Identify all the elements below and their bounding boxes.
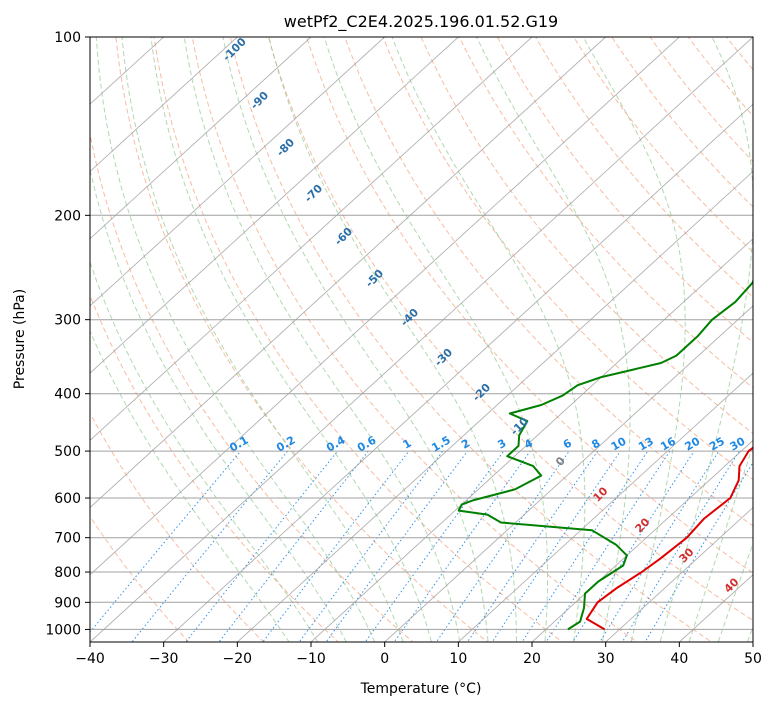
- x-tick-label: −30: [149, 651, 179, 667]
- x-tick-label: 20: [523, 651, 541, 667]
- moist-adiabat-line: [121, 37, 404, 642]
- moist-adiabat-line: [90, 329, 290, 642]
- moist-adiabat-line: [323, 37, 548, 642]
- y-tick-label: 300: [54, 313, 81, 329]
- isotherm-line: [90, 37, 681, 576]
- y-tick-label: 400: [54, 387, 81, 403]
- moist-adiabat-line: [150, 37, 432, 642]
- dry-adiabat-line: [420, 37, 753, 435]
- profile-series: [457, 278, 753, 631]
- moist-adiabat-line: [90, 260, 319, 642]
- chart-title: wetPf2_C2E4.2025.196.01.52.G19: [284, 12, 558, 32]
- x-tick-label: 50: [744, 651, 762, 667]
- isotherm-line: [90, 37, 312, 240]
- isotherm-line: [383, 305, 753, 642]
- moist-adiabat-line: [222, 37, 489, 642]
- isotherm-line: [90, 37, 239, 173]
- moist-adiabat-line: [717, 542, 753, 642]
- temperature-line: [585, 446, 753, 631]
- y-tick-label: 600: [54, 491, 81, 507]
- x-tick-label: −20: [223, 651, 253, 667]
- moist-adiabat-line: [95, 37, 376, 642]
- y-tick-label: 700: [54, 531, 81, 547]
- dry-adiabat-line: [90, 515, 190, 642]
- y-tick-label: 900: [54, 595, 81, 611]
- dry-adiabat-line: [90, 131, 414, 642]
- isotherm-line: [90, 37, 386, 307]
- dry-adiabat-line: [90, 412, 265, 642]
- isotherm-line: [310, 238, 753, 642]
- moist-adiabat-line: [582, 37, 686, 642]
- skewed-isotherms: [90, 37, 753, 642]
- isotherm-line: [457, 372, 753, 642]
- x-tick-label: 30: [597, 651, 615, 667]
- isotherm-line: [90, 37, 607, 509]
- isotherm-line: [604, 506, 753, 642]
- moist-adiabat-line: [391, 37, 586, 642]
- dry-adiabat-line: [229, 37, 713, 642]
- y-tick-label: 100: [54, 30, 81, 46]
- moist-adiabat-line: [183, 37, 461, 642]
- dry-adiabat-line: [496, 37, 753, 344]
- dewpoint-line: [457, 278, 753, 631]
- isotherm-line: [90, 37, 533, 441]
- x-tick-label: 40: [670, 651, 688, 667]
- plot-area: [90, 37, 753, 642]
- isotherm-line: [531, 439, 753, 642]
- x-axis-ticks: −40 −30 −20 −10 0 10 20 30 40 50: [75, 642, 762, 667]
- dry-adiabat-line: [306, 37, 753, 574]
- dry-adiabat-line: [153, 37, 564, 642]
- isotherm-line: [90, 37, 460, 374]
- dry-adiabat-line: [458, 37, 753, 389]
- moist-adiabat-line: [688, 443, 753, 642]
- y-tick-label: 200: [54, 208, 81, 224]
- y-tick-label: 500: [54, 444, 81, 460]
- dry-adiabat-line: [344, 37, 753, 527]
- y-axis-ticks: 100 200 300 400 500 600 700 800 900 1000: [45, 30, 90, 638]
- isobar-gridlines: [90, 37, 753, 630]
- x-tick-label: 10: [449, 651, 467, 667]
- isotherm-line: [90, 37, 753, 642]
- isotherm-line: [162, 103, 753, 642]
- moist-adiabat-line: [476, 37, 631, 642]
- x-tick-label: −40: [75, 651, 105, 667]
- x-tick-label: 0: [380, 651, 389, 667]
- y-tick-label: 800: [54, 565, 81, 581]
- moist-adiabats: [90, 37, 753, 642]
- moist-adiabat-line: [659, 37, 753, 642]
- dry-adiabat-line: [267, 37, 753, 622]
- plot-frame: [89, 36, 754, 643]
- x-axis-label: Temperature (°C): [360, 681, 482, 697]
- isotherm-line: [236, 170, 753, 642]
- dry-adiabat-line: [382, 37, 753, 481]
- x-tick-label: −10: [296, 651, 326, 667]
- moist-adiabat-line: [90, 167, 347, 642]
- dry-adiabat-line: [191, 37, 638, 642]
- y-axis-label: Pressure (hPa): [12, 289, 28, 389]
- y-tick-label: 1000: [45, 622, 81, 638]
